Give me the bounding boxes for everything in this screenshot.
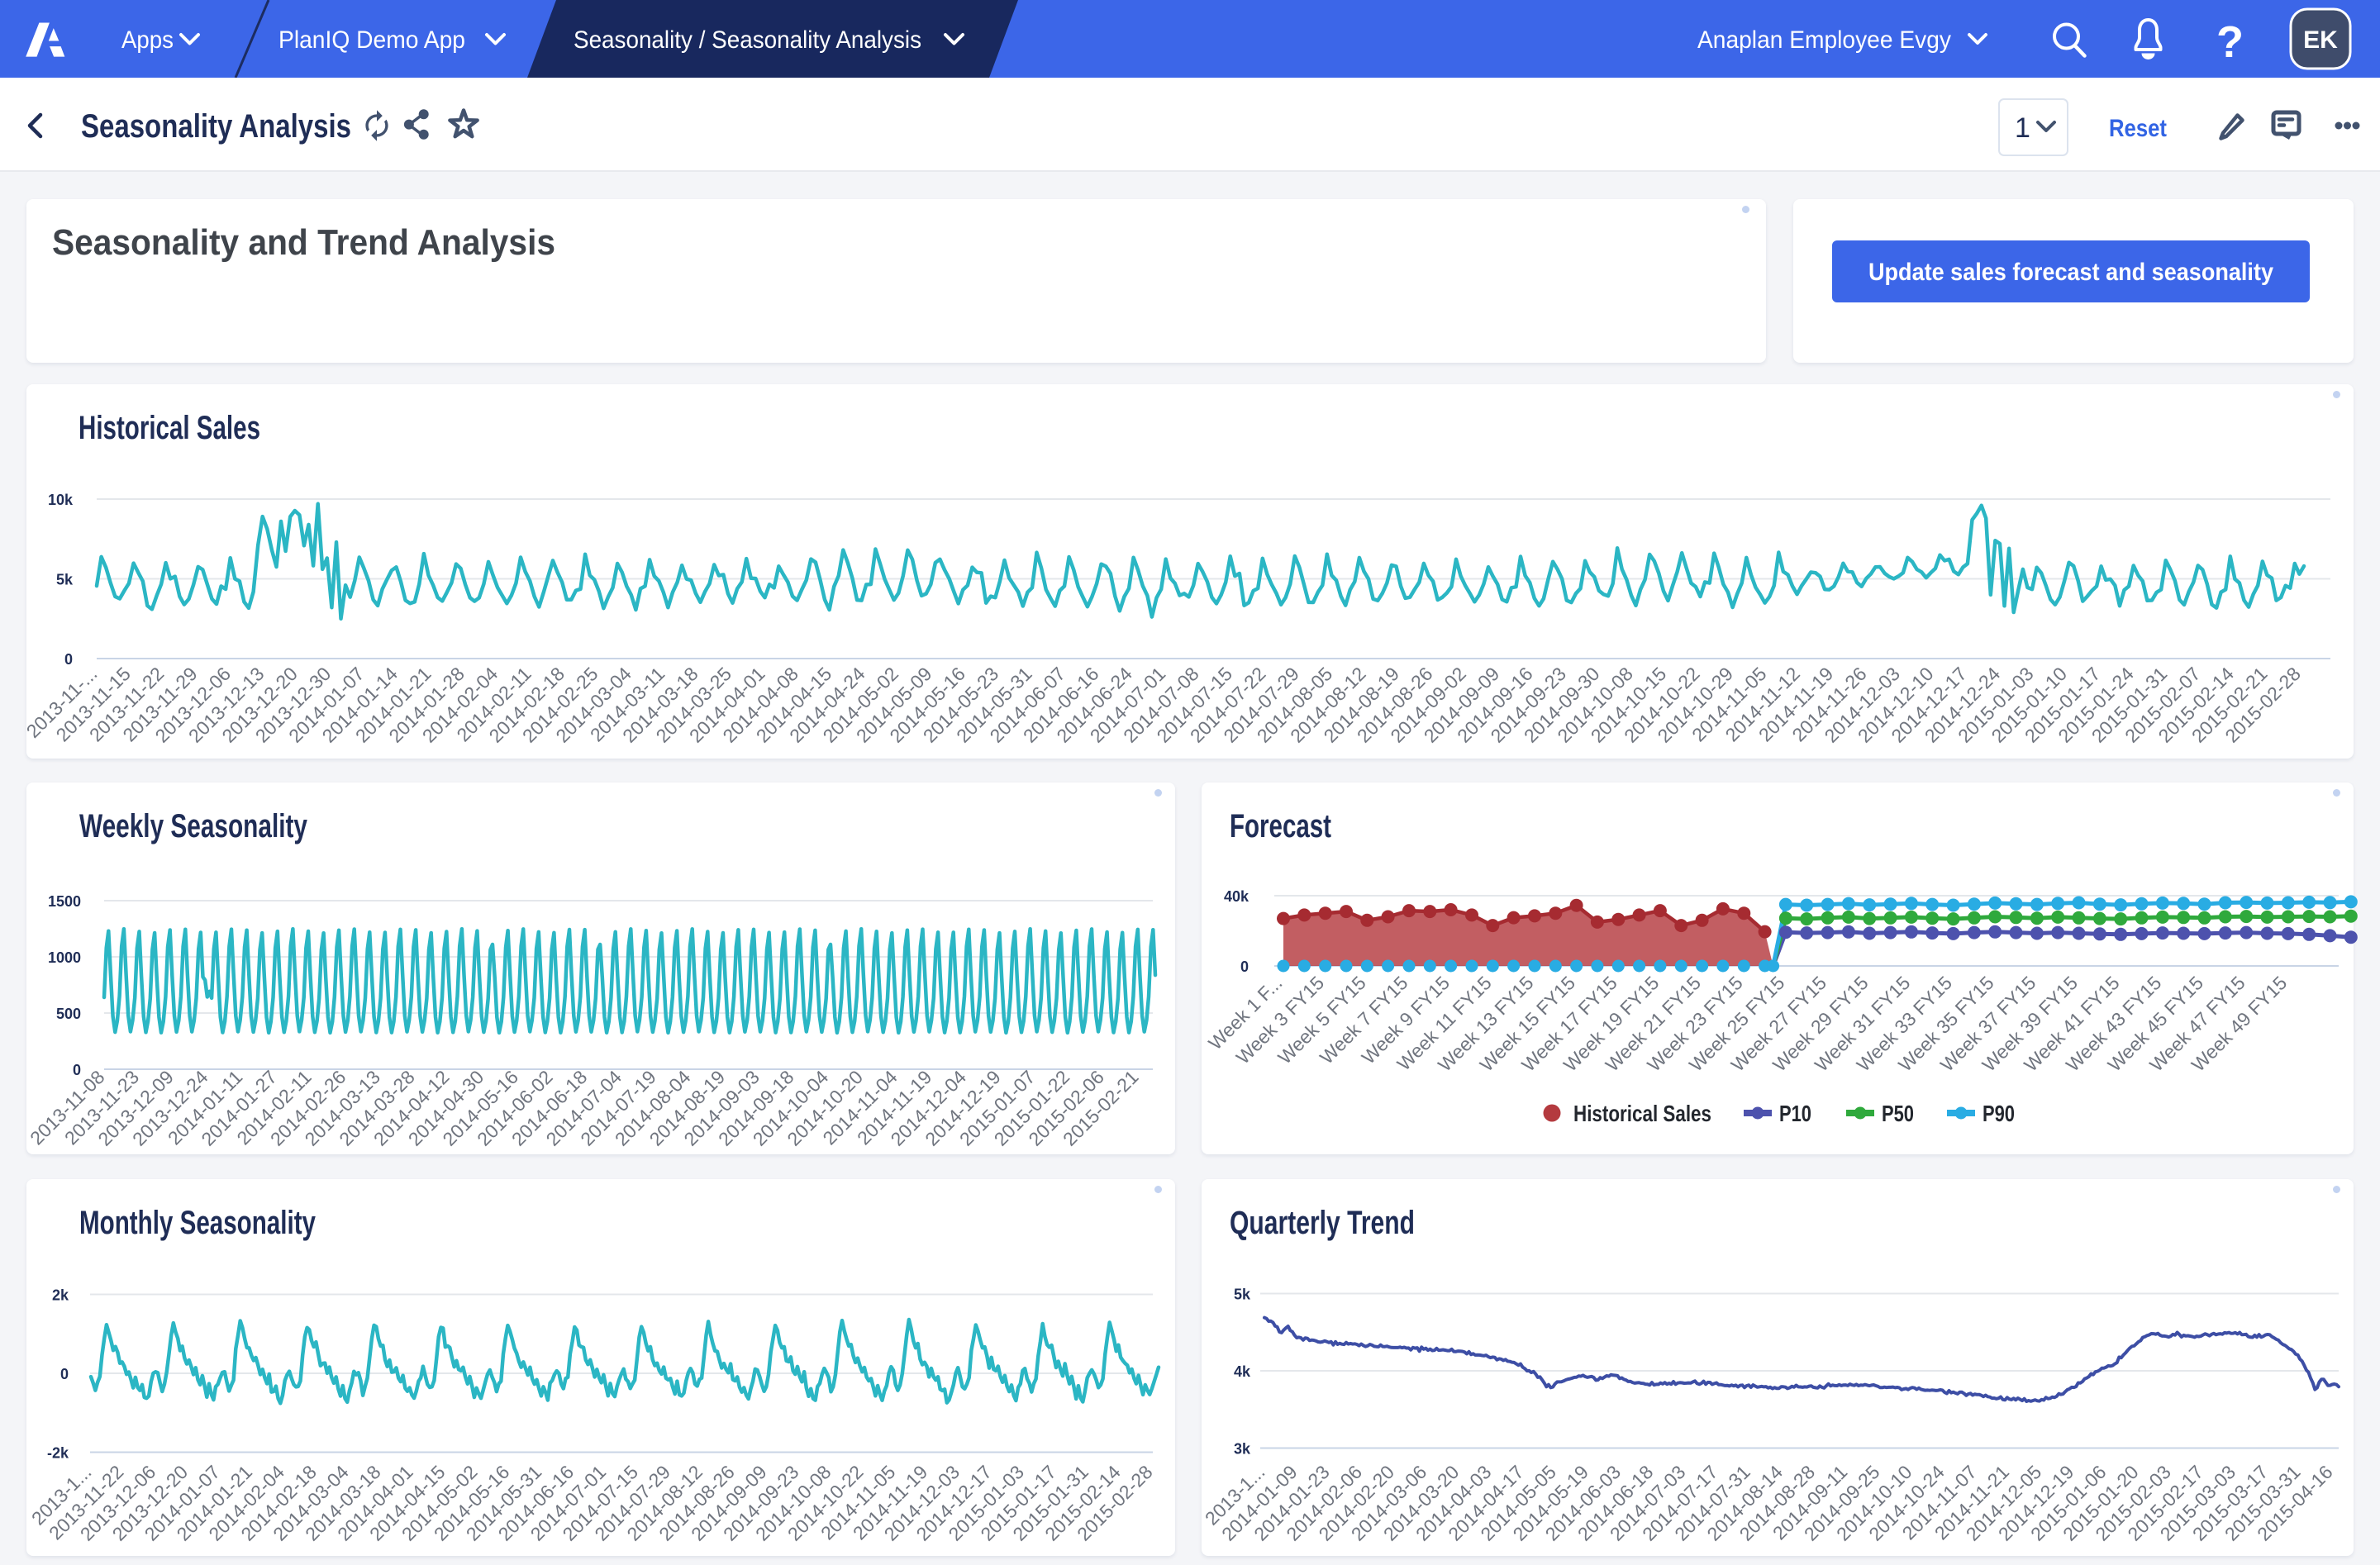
svg-text:1500: 1500 bbox=[48, 893, 81, 910]
svg-text:Quarterly Trend: Quarterly Trend bbox=[1230, 1205, 1415, 1241]
svg-text:-2k: -2k bbox=[47, 1445, 69, 1462]
svg-text:P10: P10 bbox=[1779, 1101, 1811, 1126]
svg-text:Seasonality and Trend Analysis: Seasonality and Trend Analysis bbox=[52, 222, 555, 263]
svg-text:Forecast: Forecast bbox=[1230, 808, 1331, 844]
svg-text:?: ? bbox=[2216, 17, 2244, 67]
svg-text:2k: 2k bbox=[52, 1287, 69, 1304]
svg-text:Update sales forecast and seas: Update sales forecast and seasonality bbox=[1868, 259, 2273, 286]
svg-text:1000: 1000 bbox=[48, 949, 81, 966]
svg-text:4k: 4k bbox=[1234, 1363, 1251, 1380]
svg-text:Monthly Seasonality: Monthly Seasonality bbox=[79, 1205, 317, 1241]
svg-text:10k: 10k bbox=[48, 492, 74, 508]
svg-text:Historical Sales: Historical Sales bbox=[1573, 1101, 1711, 1126]
svg-text:1: 1 bbox=[2015, 112, 2030, 144]
svg-text:40k: 40k bbox=[1224, 888, 1250, 905]
svg-text:PlanIQ Demo App: PlanIQ Demo App bbox=[278, 26, 465, 54]
svg-text:Seasonality Analysis: Seasonality Analysis bbox=[81, 108, 351, 145]
svg-text:EK: EK bbox=[2303, 26, 2338, 54]
svg-text:5k: 5k bbox=[56, 572, 74, 588]
svg-text:Historical Sales: Historical Sales bbox=[79, 410, 260, 446]
svg-text:3k: 3k bbox=[1234, 1441, 1251, 1458]
svg-text:0: 0 bbox=[60, 1366, 69, 1382]
svg-text:500: 500 bbox=[56, 1006, 81, 1022]
svg-text:0: 0 bbox=[73, 1062, 81, 1078]
svg-text:Anaplan Employee Evgy: Anaplan Employee Evgy bbox=[1697, 26, 1951, 54]
svg-text:0: 0 bbox=[1240, 959, 1249, 975]
svg-text:5k: 5k bbox=[1234, 1287, 1251, 1303]
svg-text:P90: P90 bbox=[1983, 1101, 2015, 1126]
svg-text:Weekly Seasonality: Weekly Seasonality bbox=[79, 808, 308, 844]
svg-text:Reset: Reset bbox=[2109, 115, 2167, 142]
svg-text:0: 0 bbox=[64, 651, 73, 668]
svg-text:Seasonality / Seasonality Anal: Seasonality / Seasonality Analysis bbox=[574, 26, 921, 54]
svg-text:P50: P50 bbox=[1882, 1101, 1914, 1126]
svg-text:Apps: Apps bbox=[121, 26, 174, 54]
